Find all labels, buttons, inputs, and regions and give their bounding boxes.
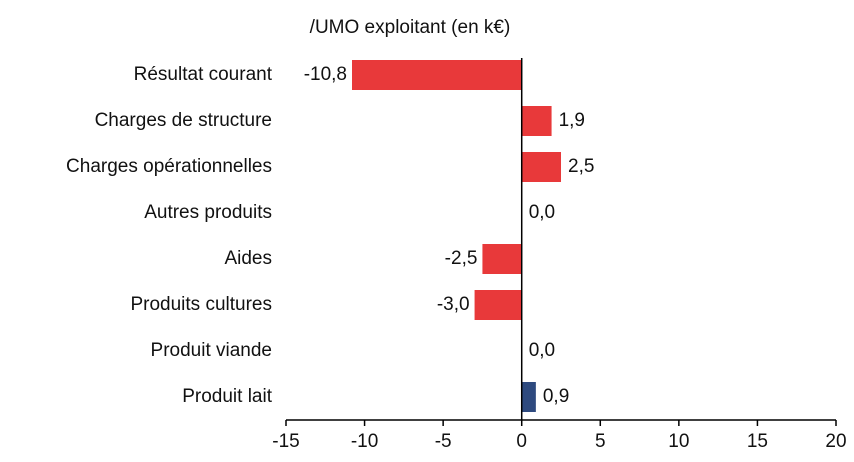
bar [474,290,522,320]
bar [352,60,522,90]
y-tick-label: Aides [224,248,272,269]
x-tick-label: 0 [516,431,527,452]
x-tick-label: 5 [595,431,606,452]
bar [482,244,522,274]
y-tick-label: Produits cultures [130,294,272,315]
y-tick-label: Charges opérationnelles [66,156,272,177]
bar [521,382,536,412]
x-tick-label: 15 [747,431,768,452]
bar [521,106,552,136]
value-label: 0,9 [543,386,569,407]
x-tick-label: -10 [351,431,378,452]
value-label: -3,0 [437,294,470,315]
value-label: -10,8 [304,64,347,85]
x-tick-label: -5 [435,431,452,452]
x-tick-label: 10 [668,431,689,452]
value-label: 0,0 [529,340,555,361]
value-label: 1,9 [559,110,585,131]
value-label: 2,5 [568,156,594,177]
y-tick-label: Autres produits [144,202,272,223]
y-tick-label: Charges de structure [95,110,272,131]
value-label: 0,0 [529,202,555,223]
y-tick-label: Résultat courant [134,64,273,85]
x-tick-label: -15 [272,431,299,452]
bar [521,152,561,182]
y-tick-label: Produit lait [182,386,272,407]
value-label: -2,5 [445,248,478,269]
chart-title: /UMO exploitant (en k€) [310,17,511,38]
x-tick-label: 20 [825,431,846,452]
y-tick-label: Produit viande [151,340,272,361]
